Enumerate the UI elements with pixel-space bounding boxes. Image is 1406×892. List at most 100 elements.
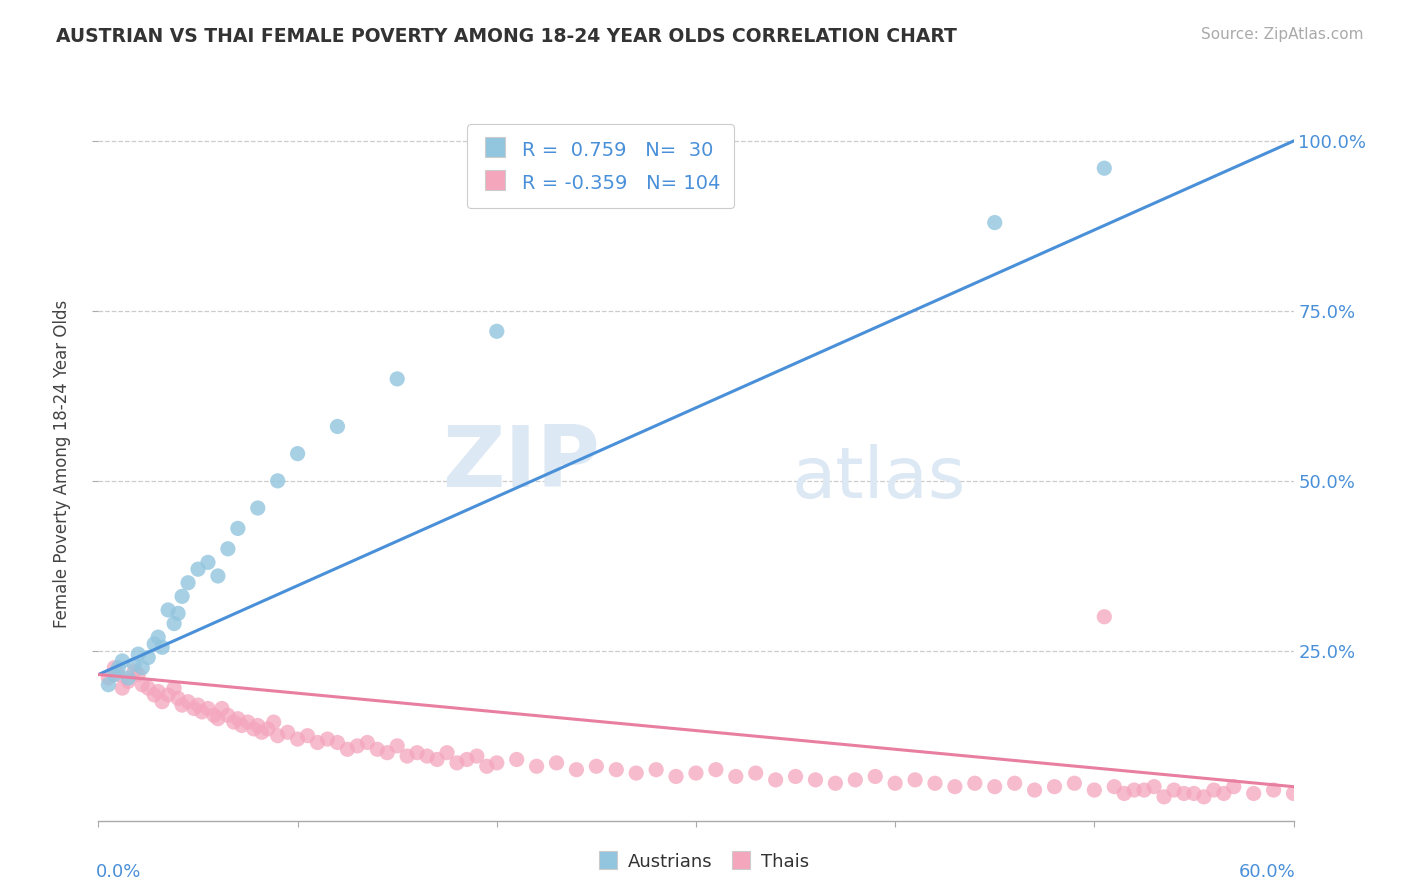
Point — [1114, 787, 1136, 801]
Point — [150, 695, 173, 709]
Point — [1102, 780, 1125, 794]
Point — [804, 772, 827, 787]
Point — [446, 756, 468, 770]
Point — [1092, 609, 1115, 624]
Point — [326, 419, 349, 434]
Point — [207, 569, 229, 583]
Point — [124, 657, 146, 672]
Point — [157, 688, 180, 702]
Point — [163, 616, 186, 631]
Point — [984, 216, 1007, 230]
Point — [585, 759, 607, 773]
Point — [287, 732, 309, 747]
Text: 0.0%: 0.0% — [96, 863, 142, 881]
Point — [103, 661, 125, 675]
Point — [183, 701, 205, 715]
Point — [375, 746, 398, 760]
Text: Source: ZipAtlas.com: Source: ZipAtlas.com — [1201, 27, 1364, 42]
Point — [246, 718, 269, 732]
Point — [1153, 789, 1175, 804]
Point — [191, 705, 214, 719]
Point — [366, 742, 388, 756]
Point — [187, 698, 209, 712]
Text: 60.0%: 60.0% — [1239, 863, 1296, 881]
Point — [172, 590, 194, 604]
Point — [124, 664, 146, 678]
Point — [307, 735, 329, 749]
Point — [150, 640, 173, 655]
Point — [1163, 783, 1185, 797]
Point — [724, 769, 747, 783]
Point — [336, 742, 359, 756]
Point — [346, 739, 368, 753]
Point — [143, 637, 166, 651]
Point — [924, 776, 946, 790]
Text: AUSTRIAN VS THAI FEMALE POVERTY AMONG 18-24 YEAR OLDS CORRELATION CHART: AUSTRIAN VS THAI FEMALE POVERTY AMONG 18… — [56, 27, 957, 45]
Point — [426, 752, 449, 766]
Point — [1133, 783, 1156, 797]
Point — [456, 752, 478, 766]
Point — [884, 776, 907, 790]
Y-axis label: Female Poverty Among 18-24 Year Olds: Female Poverty Among 18-24 Year Olds — [53, 300, 72, 628]
Point — [824, 776, 846, 790]
Point — [297, 729, 319, 743]
Point — [984, 780, 1007, 794]
Point — [1192, 789, 1215, 804]
Point — [1243, 787, 1265, 801]
Point — [148, 684, 170, 698]
Point — [167, 691, 190, 706]
Point — [685, 766, 707, 780]
Point — [1092, 161, 1115, 176]
Point — [1182, 787, 1205, 801]
Point — [127, 667, 149, 681]
Point — [217, 708, 239, 723]
Point — [97, 671, 120, 685]
Point — [1212, 787, 1234, 801]
Point — [287, 447, 309, 461]
Point — [163, 681, 186, 695]
Point — [211, 701, 233, 715]
Point — [127, 647, 149, 661]
Point — [1024, 783, 1046, 797]
Point — [187, 562, 209, 576]
Point — [136, 650, 159, 665]
Text: ZIP: ZIP — [443, 422, 600, 506]
Point — [645, 763, 668, 777]
Point — [904, 772, 927, 787]
Point — [526, 759, 548, 773]
Point — [1123, 783, 1146, 797]
Point — [844, 772, 866, 787]
Point — [1263, 783, 1285, 797]
Point — [267, 729, 290, 743]
Legend: Austrians, Thais: Austrians, Thais — [589, 845, 817, 879]
Point — [1083, 783, 1105, 797]
Point — [143, 688, 166, 702]
Point — [1222, 780, 1246, 794]
Point — [1004, 776, 1026, 790]
Point — [863, 769, 887, 783]
Point — [465, 749, 488, 764]
Point — [326, 735, 349, 749]
Point — [765, 772, 787, 787]
Point — [626, 766, 648, 780]
Point — [207, 712, 229, 726]
Point — [117, 671, 139, 685]
Point — [356, 735, 378, 749]
Point — [131, 678, 153, 692]
Point — [177, 695, 200, 709]
Point — [111, 654, 134, 668]
Point — [107, 661, 129, 675]
Point — [436, 746, 458, 760]
Point — [263, 715, 285, 730]
Point — [197, 701, 219, 715]
Point — [785, 769, 807, 783]
Point — [131, 661, 153, 675]
Point — [1143, 780, 1166, 794]
Point — [1282, 787, 1305, 801]
Point — [267, 474, 290, 488]
Point — [231, 718, 253, 732]
Point — [316, 732, 339, 747]
Point — [148, 630, 170, 644]
Point — [485, 324, 508, 338]
Point — [396, 749, 419, 764]
